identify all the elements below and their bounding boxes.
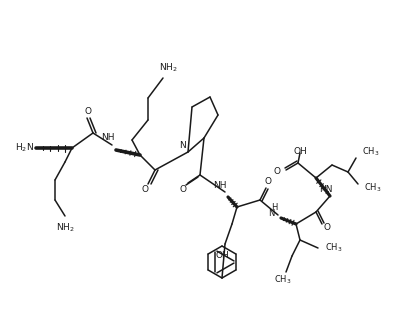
Text: N: N	[179, 141, 185, 149]
Text: O: O	[179, 185, 187, 195]
Text: O: O	[84, 107, 91, 117]
Text: O: O	[273, 167, 280, 177]
Text: N: N	[268, 210, 274, 218]
Text: $\mathregular{CH_3}$: $\mathregular{CH_3}$	[274, 274, 292, 286]
Text: HN: HN	[319, 185, 333, 195]
Text: O: O	[141, 185, 148, 195]
Text: $\mathregular{NH_2}$: $\mathregular{NH_2}$	[55, 222, 74, 234]
Text: $\mathregular{CH_3}$: $\mathregular{CH_3}$	[325, 242, 343, 254]
Text: NH: NH	[213, 180, 227, 190]
Text: O: O	[265, 178, 272, 186]
Text: $\mathregular{CH_3}$: $\mathregular{CH_3}$	[364, 182, 381, 194]
Text: OH: OH	[293, 148, 307, 156]
Text: OH: OH	[215, 251, 229, 259]
Text: $\mathregular{NH_2}$: $\mathregular{NH_2}$	[158, 62, 177, 74]
Text: $\mathregular{H_2N}$: $\mathregular{H_2N}$	[15, 142, 34, 154]
Text: H: H	[271, 204, 277, 212]
Text: NH: NH	[101, 133, 115, 143]
Text: O: O	[324, 223, 331, 233]
Text: $\mathregular{CH_3}$: $\mathregular{CH_3}$	[362, 146, 379, 158]
